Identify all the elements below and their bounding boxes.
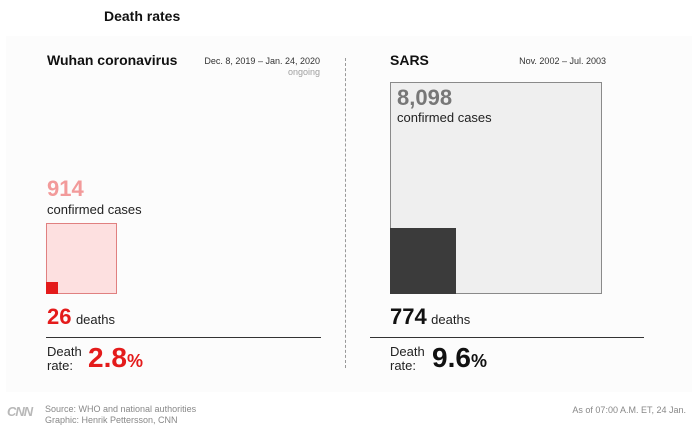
covid-panel-title: Wuhan coronavirus (47, 52, 178, 68)
covid-date-range: Dec. 8, 2019 – Jan. 24, 2020 (204, 56, 320, 66)
covid-rule (46, 337, 321, 338)
covid-deaths: 26 deaths (47, 306, 115, 329)
sars-death-rate-label-line2: rate: (390, 358, 417, 373)
sars-panel-title: SARS (390, 52, 429, 68)
covid-deaths-square (46, 281, 58, 294)
sars-deaths-value: 774 (390, 304, 427, 329)
cnn-logo: CNN (7, 404, 33, 419)
covid-deaths-label: deaths (75, 312, 115, 327)
covid-death-rate-label-line1: Death (47, 344, 82, 359)
sars-death-rate-value: 9.6 (432, 342, 471, 373)
covid-confirmed-cases-value: 914 (47, 176, 84, 201)
sars-confirmed-cases-label: confirmed cases (397, 110, 492, 125)
footer-source: Source: WHO and national authorities (45, 404, 197, 414)
sars-death-rate: 9.6% (432, 344, 487, 375)
covid-deaths-value: 26 (47, 304, 72, 329)
sars-deaths: 774 deaths (390, 306, 470, 329)
covid-death-rate-value: 2.8 (88, 342, 127, 373)
panel-divider (345, 58, 346, 368)
page-title: Death rates (104, 8, 181, 24)
sars-confirmed-cases-value: 8,098 (397, 85, 453, 110)
covid-death-rate-label-line2: rate: (47, 358, 74, 373)
sars-date-range: Nov. 2002 – Jul. 2003 (519, 56, 606, 66)
sars-death-rate-unit: % (470, 351, 487, 371)
covid-status: ongoing (287, 67, 320, 77)
sars-rule (370, 337, 644, 338)
covid-death-rate-label: Death rate: (47, 345, 82, 373)
footer-as-of: As of 07:00 A.M. ET, 24 Jan. (572, 405, 686, 415)
sars-deaths-label: deaths (431, 312, 471, 327)
sars-death-rate-label: Death rate: (390, 345, 425, 373)
covid-death-rate-unit: % (126, 351, 143, 371)
sars-deaths-square (390, 228, 456, 294)
sars-death-rate-label-line1: Death (390, 344, 425, 359)
covid-confirmed-cases-label: confirmed cases (47, 202, 142, 217)
footer-graphic-credit: Graphic: Henrik Pettersson, CNN (45, 415, 178, 425)
covid-death-rate: 2.8% (88, 344, 143, 375)
